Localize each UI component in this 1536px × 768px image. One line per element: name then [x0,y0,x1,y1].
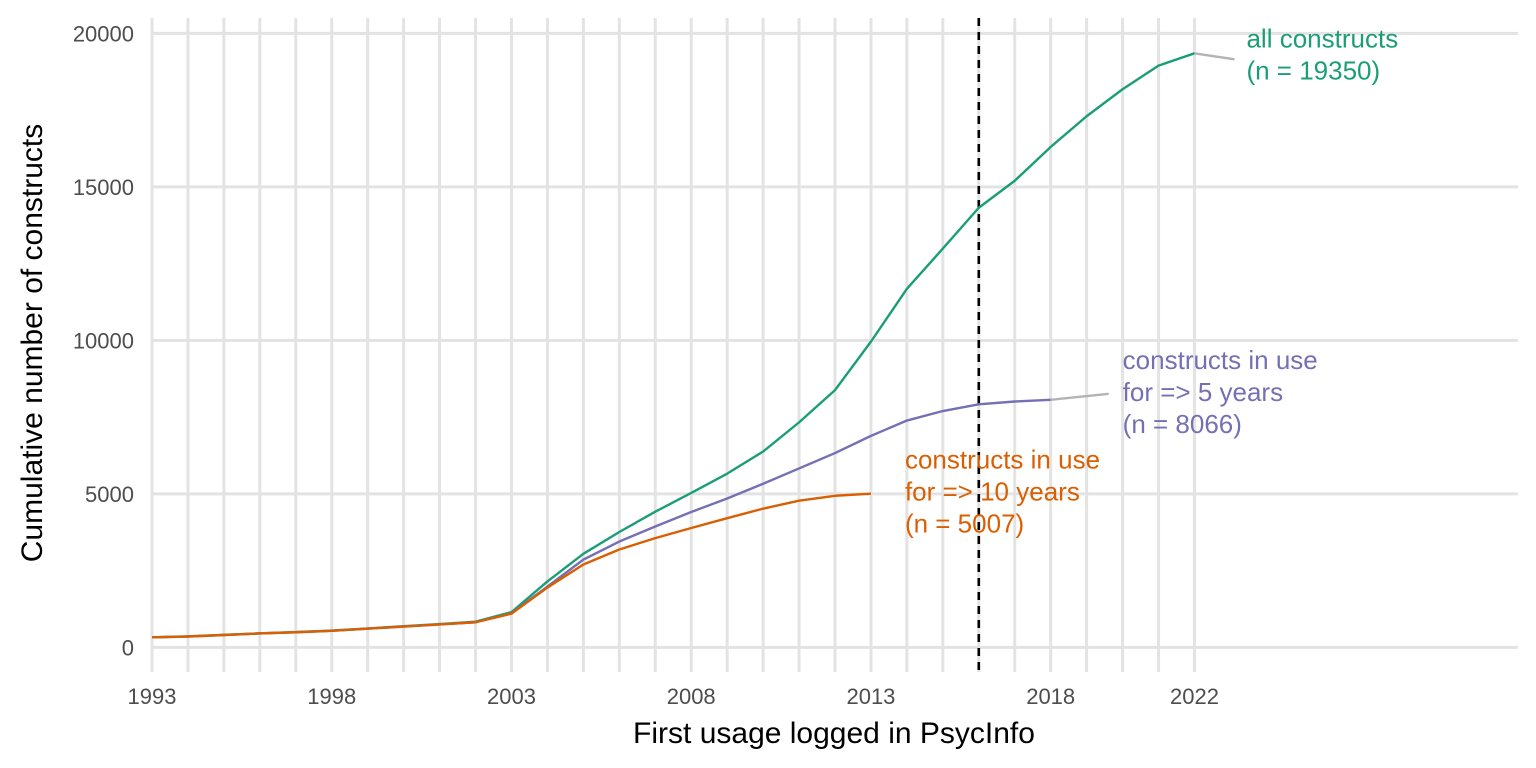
y-axis-title: Cumulative number of constructs [16,124,49,563]
series-label-five_years: (n = 8066) [1123,409,1242,439]
y-tick-label: 5000 [85,482,134,507]
x-tick-label: 1998 [307,684,356,709]
axis-ticks: 0 5000 10000 15000 20000 1993 1998 2003 2008 2013… [73,21,1219,709]
x-tick-label: 2013 [846,684,895,709]
series-group [151,52,1195,639]
y-tick-label: 0 [122,635,134,660]
y-tick-label: 10000 [73,328,134,353]
y-tick-label: 15000 [73,175,134,200]
series-labels: all constructs(n = 19350) constructs in u… [905,23,1398,538]
series-line-all [151,52,1195,639]
y-tick-label: 20000 [73,21,134,46]
x-tick-label: 1993 [128,684,177,709]
grid [150,18,1518,672]
series-label-leader-all [1194,52,1235,61]
series-label-all: all constructs [1246,23,1398,53]
series-label-five_years: for => 5 years [1123,377,1283,407]
series-label-ten_years: (n = 5007) [905,509,1024,539]
series-label-leader-five_years [1050,392,1109,401]
series-line-ten_years [151,492,872,639]
x-tick-label: 2022 [1170,684,1219,709]
series-label-ten_years: for => 10 years [905,477,1080,507]
series-label-all: (n = 19350) [1246,55,1380,85]
x-tick-label: 2003 [487,684,536,709]
x-tick-label: 2008 [667,684,716,709]
series-label-five_years: constructs in use [1123,345,1318,375]
x-tick-label: 2018 [1026,684,1075,709]
series-label-ten_years: constructs in use [905,445,1100,475]
x-axis-title: First usage logged in PsycInfo [633,717,1035,750]
